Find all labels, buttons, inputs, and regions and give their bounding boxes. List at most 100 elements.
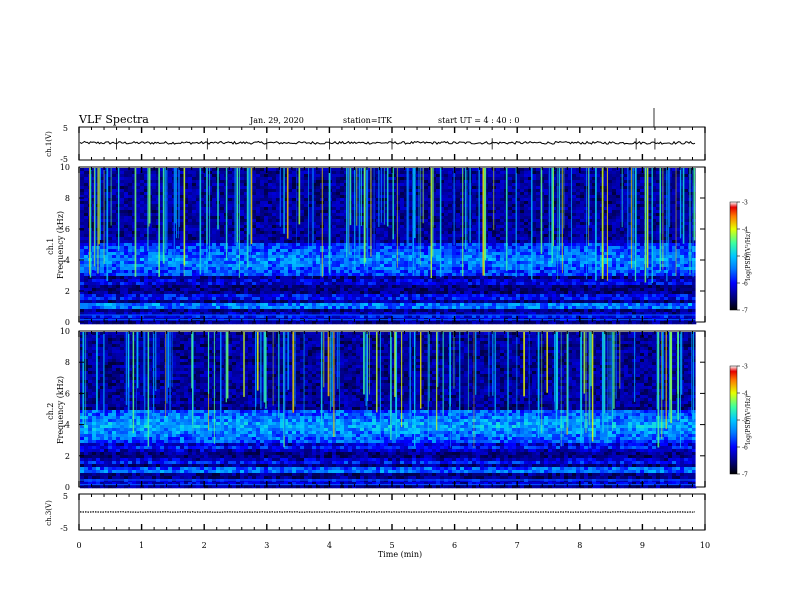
spectrogram-cell (192, 222, 197, 226)
spectrogram-cell (376, 246, 381, 250)
spectrogram-cell (160, 219, 165, 223)
spectrogram-cell (120, 180, 125, 184)
spectrogram-cell (152, 321, 157, 325)
spectrogram-cell (132, 258, 137, 262)
spectrogram-cell (256, 222, 261, 226)
spectrogram-cell (248, 273, 253, 277)
spectrogram-cell (392, 210, 397, 214)
spectrogram-cell (200, 198, 205, 202)
spectrogram-cell (104, 300, 109, 304)
spectrogram-cell (436, 303, 441, 307)
spectrogram-cell (336, 294, 341, 298)
spectrogram-cell (124, 306, 129, 310)
spectrogram-cell (220, 171, 225, 175)
spectrogram-cell (380, 264, 385, 268)
ch1-ytick-top: 5 (63, 124, 68, 133)
spectrogram-cell (212, 261, 217, 265)
spectrogram-cell (180, 264, 185, 268)
spectrogram-cell (404, 261, 409, 265)
spectrogram-cell (356, 267, 361, 271)
spectrogram-cell (276, 231, 281, 235)
spectrogram-cell (120, 243, 125, 247)
spectrogram-cell (380, 297, 385, 301)
spectrogram-cell (260, 243, 265, 247)
spectrogram-cell (276, 243, 281, 247)
spectrogram-cell (220, 300, 225, 304)
spectrogram-cell (240, 252, 245, 256)
spectrogram-cell (312, 246, 317, 250)
spectrogram-cell (296, 225, 301, 229)
spectrogram-cell (232, 276, 237, 280)
spectrogram-cell (188, 195, 193, 199)
spectrogram-cell (308, 234, 313, 238)
spectrogram-cell (236, 285, 241, 289)
spectrogram-cell (104, 267, 109, 271)
spectrogram-cell (268, 177, 273, 181)
spectrogram-cell (364, 267, 369, 271)
spectrogram-cell (128, 174, 133, 178)
spectrogram-cell (444, 228, 449, 232)
spectrogram-cell (212, 300, 217, 304)
spectrogram-cell (376, 297, 381, 301)
spectrogram-cell (312, 306, 317, 310)
spectrogram-cell (312, 261, 317, 265)
spectrogram-cell (432, 297, 437, 301)
spectrogram-cell (168, 264, 173, 268)
spectrogram-cell (184, 264, 189, 268)
spectrogram-cell (300, 300, 305, 304)
spectrogram-cell (384, 219, 389, 223)
spectrogram-cell (388, 234, 393, 238)
spectrogram-cell (120, 228, 125, 232)
spectrogram-cell (440, 237, 445, 241)
spectrogram-cell (244, 303, 249, 307)
spectrogram-cell (152, 306, 157, 310)
spectrogram-cell (100, 297, 105, 301)
spectrogram-cell (140, 321, 145, 325)
spectrogram-cell (356, 261, 361, 265)
spectrogram-cell (380, 237, 385, 241)
spectrogram-cell (396, 309, 401, 313)
spectrogram-cell (132, 300, 137, 304)
spectrogram-cell (396, 285, 401, 289)
spectrogram-cell (144, 222, 149, 226)
spectrogram-cell (316, 201, 321, 205)
spectrogram-cell (208, 180, 213, 184)
spectrogram-cell (236, 189, 241, 193)
spectrogram-cell (380, 288, 385, 292)
spectrogram-cell (184, 270, 189, 274)
spectrogram-cell (80, 201, 85, 205)
spectrogram-cell (352, 285, 357, 289)
spectrogram-cell (228, 177, 233, 181)
spectrogram-cell (436, 177, 441, 181)
spectrogram-cell (136, 201, 141, 205)
spectrogram-cell (400, 189, 405, 193)
spectrogram-cell (360, 282, 365, 286)
spectrogram-cell (120, 285, 125, 289)
spectrogram-cell (364, 276, 369, 280)
spectrogram-cell (176, 273, 181, 277)
spectrogram-cell (300, 321, 305, 325)
spectrogram-cell (368, 282, 373, 286)
spectrogram-cell (168, 171, 173, 175)
spectrogram-cell (340, 282, 345, 286)
spectrogram-cell (340, 180, 345, 184)
spectrogram-cell (316, 321, 321, 325)
spectrogram-cell (240, 189, 245, 193)
spectrogram-cell (448, 183, 453, 187)
spectrogram-cell (428, 279, 433, 283)
spectrogram-cell (160, 315, 165, 319)
spectrogram-cell (80, 231, 85, 235)
spectrogram-cell (264, 174, 269, 178)
spectrogram-cell (312, 237, 317, 241)
spectrogram-cell (440, 231, 445, 235)
spectrogram-cell (324, 243, 329, 247)
spectrogram-cell (324, 168, 329, 172)
spectrogram-cell (304, 294, 309, 298)
spectrogram-cell (296, 288, 301, 292)
spectrogram-cell (264, 291, 269, 295)
spectrogram-cell (180, 315, 185, 319)
spectrogram-cell (300, 234, 305, 238)
spectrogram-cell (220, 237, 225, 241)
spectrogram-cell (376, 204, 381, 208)
spectrogram-cell (144, 273, 149, 277)
